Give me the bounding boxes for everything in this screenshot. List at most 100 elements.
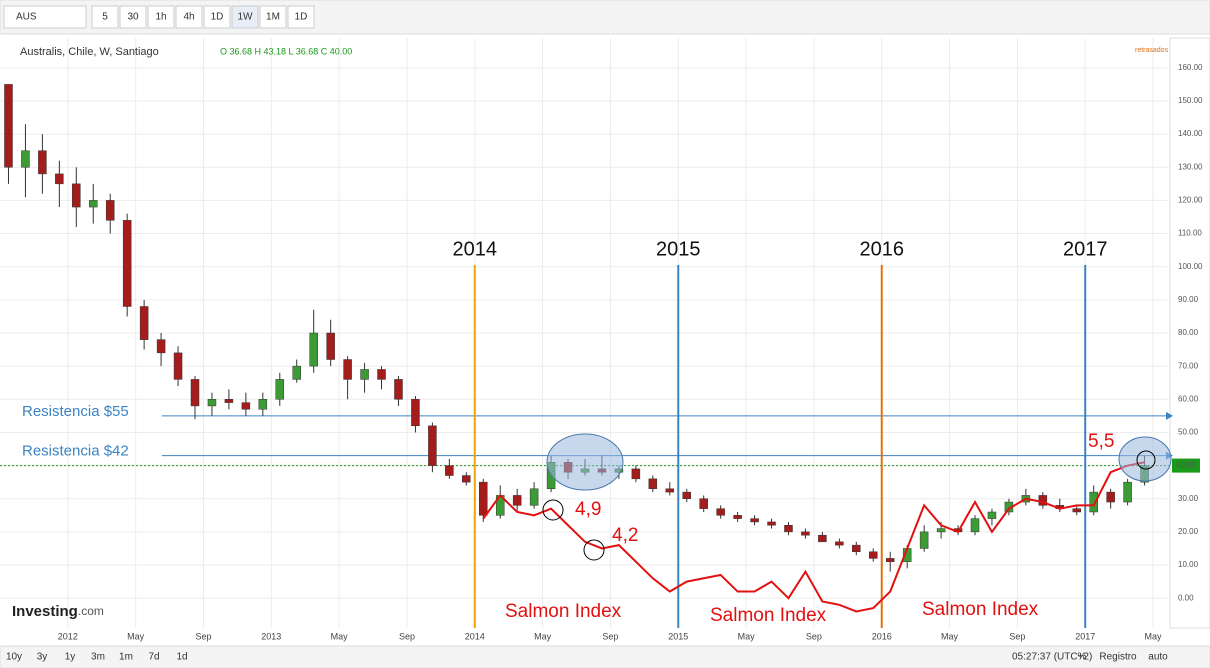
- y-tick-label: 130.00: [1178, 162, 1203, 171]
- candle-body: [445, 465, 454, 476]
- interval-label: 1M: [266, 12, 280, 23]
- interval-button[interactable]: [259, 5, 287, 29]
- annotation: Salmon Index: [505, 601, 622, 622]
- candle-body: [665, 488, 675, 493]
- footer-option[interactable]: Registro: [1099, 652, 1137, 663]
- x-tick-label: May: [738, 631, 756, 641]
- x-tick-label: May: [331, 631, 349, 641]
- candle-body: [428, 425, 437, 466]
- x-tick-label: Sep: [195, 631, 211, 641]
- interval-button[interactable]: [231, 5, 259, 29]
- x-tick-label: May: [127, 631, 145, 641]
- range-button[interactable]: 3m: [91, 652, 105, 663]
- symbol: AUS: [16, 12, 37, 23]
- range-button[interactable]: 7d: [148, 652, 159, 663]
- candle-body: [326, 332, 335, 360]
- candle-body: [241, 402, 251, 410]
- x-tick-label: May: [534, 631, 552, 641]
- interval-label: 1h: [155, 12, 166, 23]
- arrow-head: [1166, 411, 1173, 420]
- legend-ohlc: O 36.68 H 43.18 L 36.68 C 40.00: [220, 46, 352, 56]
- y-tick-label: 150.00: [1178, 96, 1203, 105]
- range-button[interactable]: 1m: [119, 652, 133, 663]
- clock: 05:27:37 (UTC+2): [1012, 652, 1092, 663]
- range-button[interactable]: 3y: [37, 652, 48, 663]
- annotation: Salmon Index: [922, 599, 1039, 620]
- candle-body: [360, 369, 369, 380]
- interval-label: 4h: [183, 12, 194, 23]
- candle-body: [512, 495, 522, 506]
- candle-body: [309, 332, 318, 367]
- interval-button[interactable]: [203, 5, 231, 29]
- interval-button[interactable]: [147, 5, 175, 29]
- candle-body: [122, 220, 132, 307]
- candle-body: [987, 511, 997, 519]
- x-tick-label: Sep: [399, 631, 415, 641]
- highlight-ellipse: [1118, 436, 1172, 482]
- highlight-ellipse: [546, 433, 624, 491]
- interval-label: 30: [127, 12, 139, 23]
- candle-body: [89, 200, 98, 208]
- candle-body: [105, 200, 115, 221]
- candle-body: [411, 399, 420, 427]
- candle-body: [885, 558, 895, 562]
- footer-option[interactable]: auto: [1148, 652, 1168, 663]
- resistance-label: Resistencia $42: [22, 443, 129, 460]
- interval-label: 1D: [211, 12, 224, 23]
- interval-button[interactable]: [119, 5, 147, 29]
- candle-body: [207, 399, 217, 407]
- x-tick-label: 2016: [872, 631, 892, 641]
- y-tick-label: 120.00: [1178, 196, 1203, 205]
- candle-body: [462, 475, 471, 483]
- candle-body: [224, 399, 234, 403]
- x-tick-label: Sep: [602, 631, 618, 641]
- range-button[interactable]: 1y: [65, 652, 76, 663]
- candle-body: [801, 531, 810, 536]
- candle-body: [173, 352, 183, 380]
- range-button[interactable]: 10y: [6, 652, 22, 663]
- x-tick-label: Sep: [1009, 631, 1025, 641]
- x-tick-label: 2017: [1075, 631, 1095, 641]
- footer-bar: [0, 645, 1210, 668]
- y-tick-label: 160.00: [1178, 63, 1203, 72]
- interval-label: 1D: [295, 12, 308, 23]
- salmon-index-line: [482, 461, 1145, 613]
- candle-body: [55, 173, 64, 185]
- y-tick-label: 100.00: [1178, 262, 1203, 271]
- candle-body: [682, 491, 691, 499]
- delay-note: retrasados: [1135, 47, 1169, 54]
- interval-button[interactable]: [175, 5, 203, 29]
- brand-suffix: .com: [78, 604, 104, 618]
- candle-body: [529, 488, 539, 506]
- candle-body: [1123, 481, 1132, 503]
- candle-body: [4, 84, 13, 168]
- candle-body: [631, 468, 641, 480]
- candle-body: [343, 359, 352, 380]
- x-tick-label: May: [1145, 631, 1163, 641]
- year-marker-label: 2015: [656, 238, 701, 260]
- y-tick-label: 50.00: [1178, 428, 1199, 437]
- symbol-box[interactable]: [3, 5, 87, 29]
- footer-option[interactable]: %: [1078, 652, 1087, 663]
- candle-body: [190, 379, 200, 407]
- annotation: 5,5: [1088, 431, 1114, 452]
- footer: 10y 3y 1y 3m 1m 7d 1d 05:27:37 (UTC+2)% Registro…: [6, 652, 1168, 663]
- candle-body: [394, 379, 403, 400]
- candle-body: [750, 518, 759, 523]
- candle-body: [258, 399, 268, 410]
- interval-button[interactable]: [287, 5, 315, 29]
- interval-button[interactable]: [91, 5, 119, 29]
- candle-body: [1106, 491, 1115, 503]
- candle-body: [156, 339, 166, 354]
- candle-body: [1089, 491, 1098, 513]
- annotation: Salmon Index: [710, 605, 827, 626]
- y-tick-label: 110.00: [1178, 229, 1202, 238]
- candle-body: [1072, 508, 1081, 513]
- marker-circle: [1136, 450, 1156, 470]
- candle-body: [919, 531, 929, 549]
- candle-body: [699, 498, 708, 509]
- candle-body: [936, 528, 946, 533]
- range-button[interactable]: 1d: [176, 652, 187, 663]
